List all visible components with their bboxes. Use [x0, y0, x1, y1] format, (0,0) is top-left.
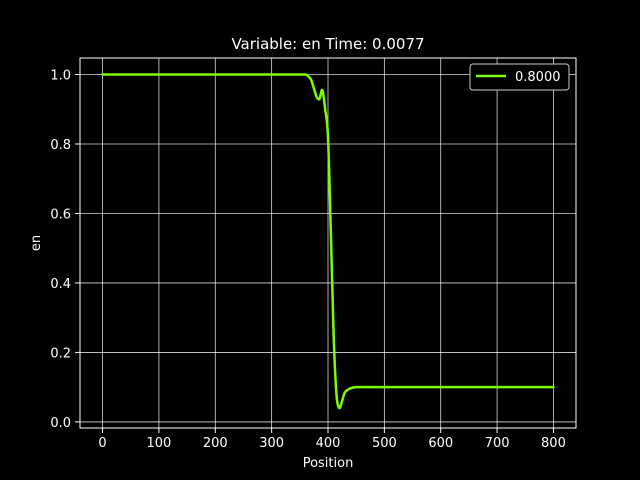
x-tick-label: 800: [541, 436, 566, 451]
y-tick-label: 0.6: [50, 207, 71, 222]
x-tick-label: 700: [485, 436, 510, 451]
y-tick-label: 0.2: [50, 346, 71, 361]
x-axis-label: Position: [303, 456, 354, 471]
y-tick-label: 0.4: [50, 277, 71, 292]
x-tick-label: 300: [259, 436, 284, 451]
x-tick-label: 600: [428, 436, 453, 451]
chart-title: Variable: en Time: 0.0077: [231, 35, 424, 53]
series-layer: [101, 73, 555, 410]
y-axis-label: en: [29, 235, 44, 251]
legend: 0.8000: [469, 63, 570, 91]
ticks: 0 100 200 300 400 500 600 700 800 0.0 0.2 0.4 0.6 0.8…: [50, 69, 566, 451]
legend-box: [469, 63, 570, 91]
x-tick-label: 200: [203, 436, 228, 451]
y-tick-label: 1.0: [50, 69, 71, 84]
y-tick-label: 0.8: [50, 138, 71, 153]
legend-entry: 0.8000: [515, 70, 561, 85]
x-tick-label: 500: [372, 436, 397, 451]
x-tick-label: 400: [316, 436, 341, 451]
x-tick-label: 100: [146, 436, 171, 451]
series-line-0: [101, 73, 555, 410]
x-tick-label: 0: [98, 436, 106, 451]
y-tick-label: 0.0: [50, 416, 71, 431]
